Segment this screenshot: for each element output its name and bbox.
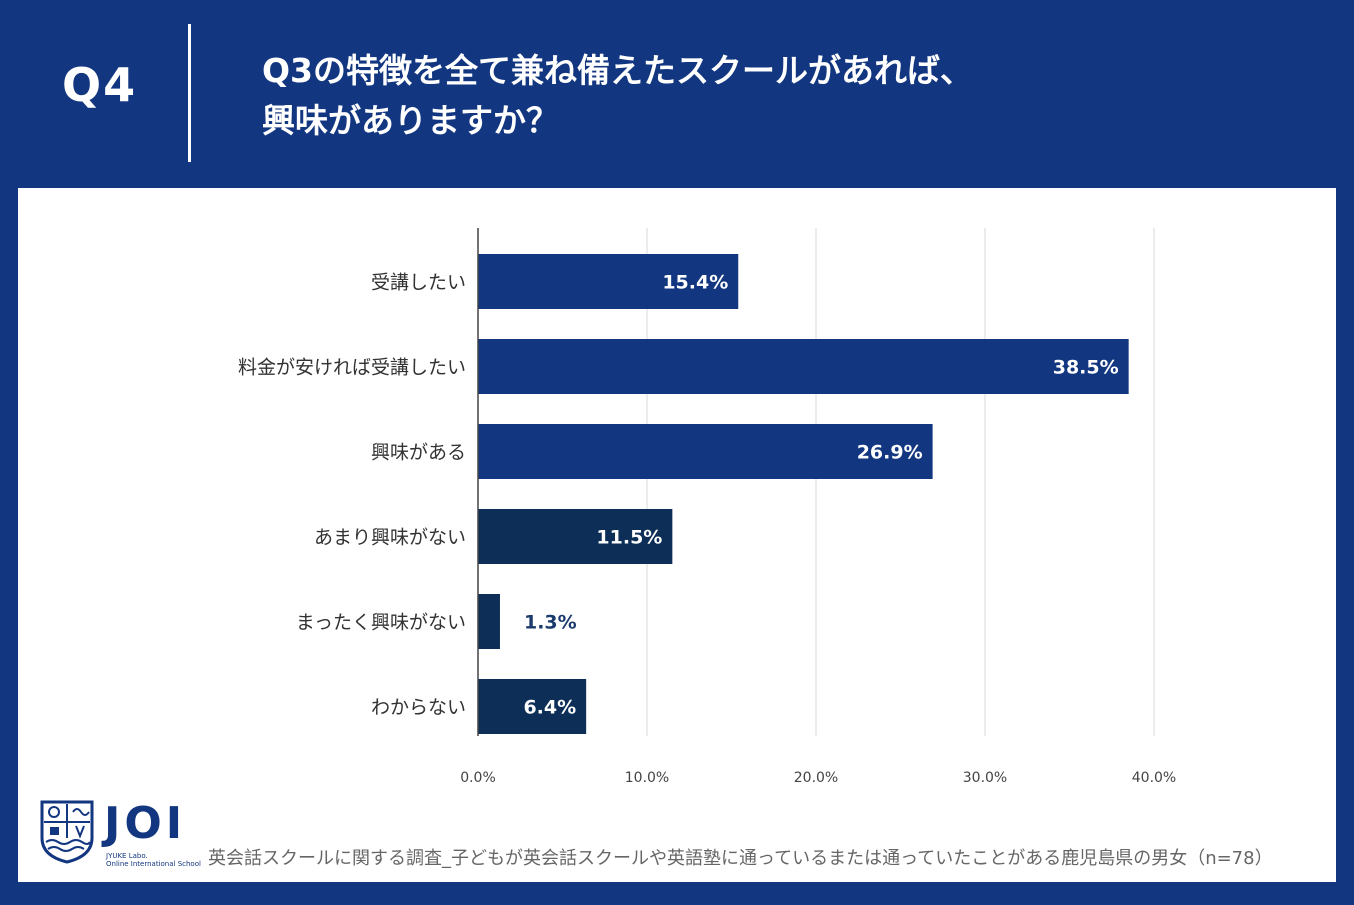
logo-wordmark: JOI bbox=[104, 798, 187, 849]
bar bbox=[478, 254, 739, 309]
logo-subtitle: JYUKE Labo. Online International School bbox=[106, 852, 216, 868]
logo-subtitle-line1: JYUKE Labo. bbox=[106, 852, 148, 860]
category-label: まったく興味がない bbox=[296, 612, 466, 634]
chart-panel: 0.0% 10.0% 20.0% 30.0% 40.0% 受講したい 15.4% 料金が安けれ… bbox=[18, 188, 1336, 882]
category-label: 受講したい bbox=[371, 272, 466, 294]
survey-footnote: 英会話スクールに関する調査_子どもが英会話スクールや英語塾に通っているまたは通っ… bbox=[208, 848, 1273, 869]
data-label: 38.5% bbox=[1053, 357, 1119, 379]
data-label: 26.9% bbox=[857, 442, 923, 464]
x-tick-label: 0.0% bbox=[460, 770, 496, 786]
data-label: 11.5% bbox=[596, 527, 662, 549]
bar bbox=[478, 339, 1129, 394]
bar bbox=[478, 424, 933, 479]
category-label: 興味がある bbox=[371, 442, 466, 464]
bar bbox=[478, 679, 587, 734]
question-title-line2: 興味がありますか？ bbox=[262, 101, 559, 140]
question-title-line1: Q3の特徴を全て兼ね備えたスクールがあれば、 bbox=[262, 51, 974, 90]
x-tick-label: 20.0% bbox=[794, 770, 838, 786]
category-label: わからない bbox=[371, 697, 466, 719]
category-label: あまり興味がない bbox=[314, 527, 466, 549]
question-number: Q4 bbox=[62, 58, 138, 112]
logo-subtitle-line2: Online International School bbox=[106, 860, 201, 868]
data-label: 6.4% bbox=[523, 697, 576, 719]
bar bbox=[478, 509, 673, 564]
question-title: Q3の特徴を全て兼ね備えたスクールがあれば、 興味がありますか？ bbox=[262, 46, 1322, 146]
joi-crest-icon bbox=[40, 800, 94, 864]
category-label: 料金が安ければ受講したい bbox=[238, 357, 466, 379]
header: Q4 Q3の特徴を全て兼ね備えたスクールがあれば、 興味がありますか？ bbox=[0, 0, 1354, 188]
x-tick-label: 30.0% bbox=[963, 770, 1007, 786]
data-label: 15.4% bbox=[662, 272, 728, 294]
joi-logo: JOI JYUKE Labo. Online International Sch… bbox=[38, 798, 201, 868]
bar bbox=[478, 594, 500, 649]
header-divider bbox=[188, 24, 191, 162]
x-tick-label: 10.0% bbox=[625, 770, 669, 786]
bar-chart: 0.0% 10.0% 20.0% 30.0% 40.0% 受講したい 15.4% 料金が安けれ… bbox=[238, 228, 1176, 786]
data-label: 1.3% bbox=[524, 612, 577, 634]
x-tick-label: 40.0% bbox=[1132, 770, 1176, 786]
